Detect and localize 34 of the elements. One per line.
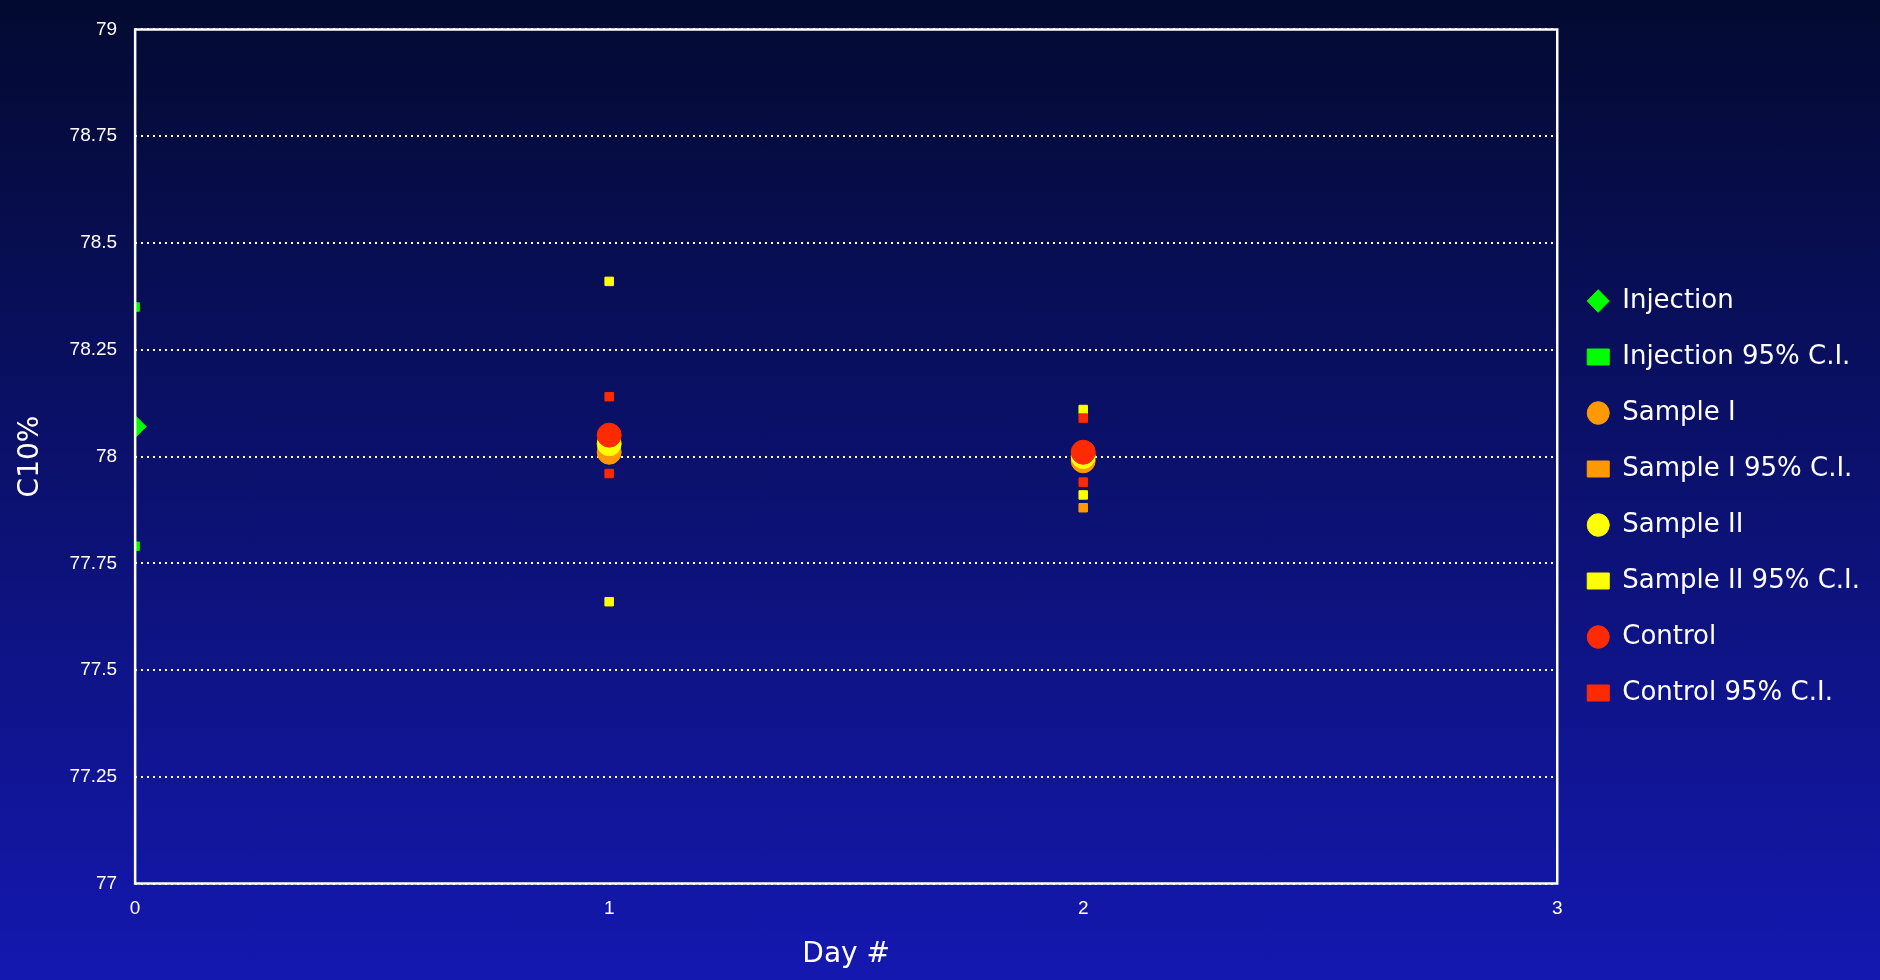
point [1078,490,1088,500]
y-tick-label: 78.5 [80,231,118,253]
point [1078,477,1088,487]
y-tick-label: 77.5 [80,658,118,680]
x-tick-label: 1 [603,897,615,919]
point [604,391,614,402]
legend-label: Sample I [1622,395,1736,426]
legend-label: Sample I 95% C.I. [1622,451,1853,482]
point [604,276,614,287]
y-tick-label: 78 [96,444,118,466]
point [1078,413,1088,423]
point [1078,503,1088,513]
legend-label: Control [1622,619,1717,650]
point [596,422,622,448]
y-tick-label: 78.25 [69,337,118,359]
y-tick-label: 77.75 [69,551,118,573]
legend-label: Sample II [1622,507,1744,538]
legend-label: Control 95% C.I. [1622,675,1833,706]
legend-label: Injection [1622,283,1734,314]
point [604,468,614,479]
x-tick-label: 3 [1551,897,1563,919]
point [604,596,614,607]
y-axis-title: C10% [12,415,46,498]
y-tick-label: 79 [96,17,118,39]
x-tick-label: 2 [1077,897,1089,919]
y-tick-label: 77.25 [69,765,118,787]
point [1070,439,1096,465]
y-tick-label: 77 [96,871,118,893]
legend-label: Sample II 95% C.I. [1622,563,1861,594]
x-tick-label: 0 [129,897,141,919]
point [1078,404,1088,415]
x-axis-title: Day # [802,936,891,970]
legend-label: Injection 95% C.I. [1622,339,1851,370]
y-tick-label: 78.75 [69,124,118,146]
